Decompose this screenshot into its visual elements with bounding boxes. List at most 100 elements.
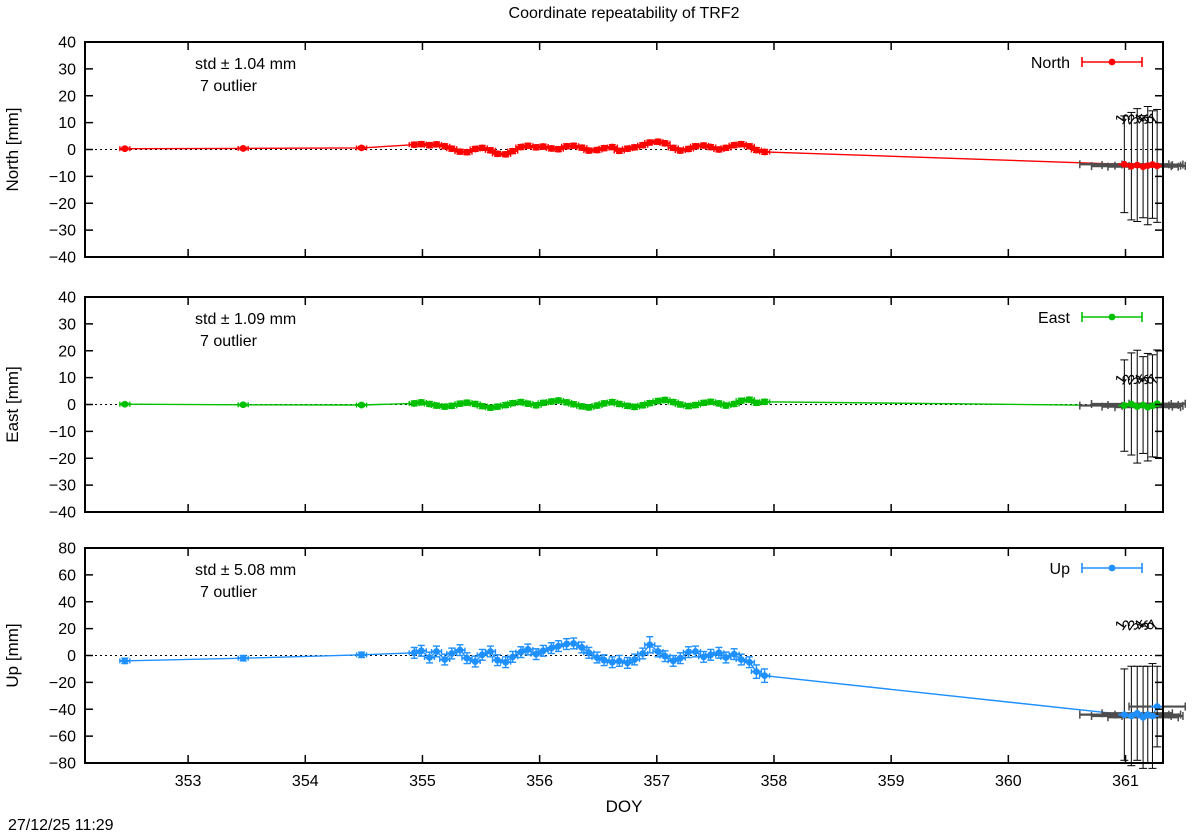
y-tick-label: 10: [58, 370, 76, 387]
legend-label-up: Up: [1050, 561, 1071, 578]
y-tick-label: 60: [58, 567, 76, 584]
data-point: [554, 397, 562, 404]
outlier-point: [1133, 709, 1141, 717]
data-point: [502, 658, 510, 666]
data-point: [631, 143, 638, 151]
data-point: [737, 397, 745, 405]
data-point: [722, 654, 730, 661]
y-tick-label: 40: [58, 290, 76, 307]
data-point: [554, 642, 562, 650]
data-point: [692, 142, 699, 150]
data-point: [570, 142, 578, 150]
outlier-point: [1127, 162, 1135, 170]
data-point: [463, 399, 471, 407]
y-tick-label: −10: [49, 424, 76, 441]
x-tick-label: 354: [292, 773, 319, 790]
data-point: [121, 145, 129, 153]
data-point: [753, 146, 760, 154]
data-point: [730, 650, 738, 658]
data-point: [570, 400, 578, 408]
data-point: [478, 402, 486, 410]
data-point: [417, 398, 425, 406]
data-point: [715, 649, 723, 657]
y-tick-label: 40: [58, 35, 76, 52]
data-point: [239, 145, 247, 152]
data-point: [707, 398, 715, 406]
data-point: [753, 668, 760, 676]
data-point: [631, 403, 638, 411]
y-tick-label: 0: [67, 142, 76, 159]
data-point: [585, 147, 593, 154]
y-axis-label-east: East [mm]: [3, 366, 22, 443]
data-point: [615, 400, 623, 408]
data-point: [478, 651, 486, 659]
data-point: [745, 658, 753, 666]
x-tick-label: 360: [995, 773, 1022, 790]
data-point: [539, 647, 547, 655]
x-tick-label: 357: [643, 773, 670, 790]
data-point: [509, 653, 517, 661]
data-point: [585, 404, 593, 411]
data-point: [692, 401, 699, 409]
data-point: [448, 145, 456, 153]
data-point: [441, 656, 449, 663]
data-point: [433, 402, 440, 409]
data-point: [494, 656, 501, 664]
y-tick-label: 0: [67, 397, 76, 414]
data-point: [600, 144, 608, 152]
data-point: [463, 148, 471, 156]
data-point: [578, 644, 586, 651]
x-tick-label: 355: [409, 773, 436, 790]
outlier-point: [1153, 162, 1161, 170]
y-tick-label: −40: [49, 250, 76, 267]
outlier-point: [1153, 400, 1161, 408]
plot-timestamp: 27/12/25 11:29: [8, 817, 114, 834]
data-point: [753, 399, 760, 407]
data-point: [239, 401, 247, 409]
data-point: [737, 140, 745, 148]
data-point: [358, 144, 365, 152]
data-point: [494, 403, 501, 411]
outlier-annotation-east: 7 outlier: [200, 333, 258, 350]
data-point: [615, 147, 623, 155]
data-point: [509, 399, 517, 407]
data-point: [509, 147, 517, 155]
data-point: [654, 648, 662, 655]
y-tick-label: 0: [67, 648, 76, 665]
y-tick-label: 30: [58, 61, 76, 78]
data-point: [722, 144, 730, 152]
data-point: [600, 656, 608, 664]
y-tick-label: 20: [58, 88, 76, 105]
data-point: [417, 647, 425, 655]
data-point: [239, 654, 247, 662]
data-point: [433, 648, 440, 655]
data-point: [463, 654, 471, 662]
y-tick-label: −10: [49, 169, 76, 186]
data-point: [631, 656, 638, 663]
data-point: [761, 398, 769, 406]
y-axis-label-north: North [mm]: [3, 107, 22, 191]
chart-title: Coordinate repeatability of TRF2: [509, 5, 740, 22]
data-point: [707, 143, 715, 151]
data-point: [761, 672, 769, 680]
outlier-point: [1120, 711, 1128, 719]
data-point: [524, 142, 532, 150]
data-point: [661, 139, 669, 147]
data-point: [448, 402, 456, 410]
outlier-annotation-up: 7 outlier: [200, 584, 258, 601]
outlier-point: [1149, 712, 1156, 720]
x-axis-label: DOY: [606, 797, 643, 816]
data-point: [570, 640, 578, 647]
y-tick-label: −60: [49, 729, 76, 746]
data-point: [639, 650, 647, 657]
x-tick-label: 353: [175, 773, 202, 790]
legend-sample-point: [1108, 564, 1116, 572]
y-tick-label: 80: [58, 541, 76, 558]
data-point: [478, 144, 486, 152]
data-point: [426, 654, 433, 661]
y-tick-label: 10: [58, 115, 76, 132]
